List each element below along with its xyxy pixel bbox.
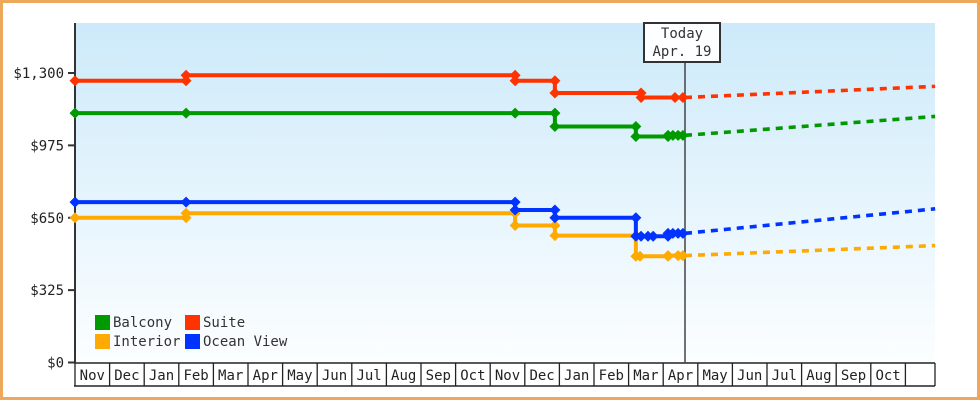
data-point-marker	[635, 230, 647, 242]
month-label: Nov	[495, 368, 520, 384]
forecast-line-ocean-view	[684, 207, 936, 236]
month-label: Oct	[460, 368, 485, 384]
forecast-line-balcony	[684, 114, 936, 138]
data-point-marker	[509, 69, 521, 81]
month-label: Jun	[322, 368, 347, 384]
legend: Balcony Suite Interior Ocean View	[95, 313, 287, 351]
month-label: Jun	[737, 368, 762, 384]
month-label: Dec	[529, 368, 554, 384]
data-point-marker	[662, 250, 674, 262]
today-marker-box: Today Apr. 19	[643, 22, 721, 63]
legend-item-ocean-view: Ocean View	[185, 332, 287, 351]
data-point-marker	[677, 227, 689, 239]
y-tick-label: $1,300	[13, 66, 64, 82]
month-label: Feb	[183, 368, 208, 384]
month-label: Feb	[599, 368, 624, 384]
today-label: Today	[660, 25, 704, 42]
legend-swatch	[95, 334, 110, 349]
data-point-marker	[180, 207, 192, 219]
data-point-marker	[180, 107, 192, 119]
data-point-marker	[549, 87, 561, 99]
data-point-marker	[69, 196, 81, 208]
data-point-marker	[669, 91, 681, 103]
legend-swatch	[185, 334, 200, 349]
data-point-marker	[509, 220, 521, 232]
data-point-marker	[677, 250, 689, 262]
data-point-marker	[677, 129, 689, 141]
data-point-marker	[549, 212, 561, 224]
y-tick-label: $0	[47, 356, 64, 372]
month-label: Apr	[253, 368, 278, 384]
data-point-marker	[509, 75, 521, 87]
legend-label: Suite	[203, 314, 246, 331]
forecast-line-suite	[684, 84, 936, 100]
data-point-marker	[634, 250, 646, 262]
data-point-marker	[509, 196, 521, 208]
legend-item-balcony: Balcony	[95, 313, 185, 332]
data-point-marker	[509, 204, 521, 216]
legend-swatch	[185, 315, 200, 330]
forecast-line-interior	[684, 243, 936, 258]
month-label: Aug	[391, 368, 416, 384]
legend-label: Balcony	[113, 314, 173, 331]
legend-label: Ocean View	[203, 333, 288, 350]
month-label: Jan	[149, 368, 174, 384]
legend-swatch	[95, 315, 110, 330]
data-point-marker	[180, 75, 192, 87]
data-point-marker	[180, 69, 192, 81]
data-point-marker	[647, 230, 659, 242]
data-point-marker	[677, 91, 689, 103]
data-point-marker	[549, 230, 561, 242]
month-label: May	[702, 368, 727, 384]
data-point-marker	[69, 212, 81, 224]
data-point-marker	[549, 204, 561, 216]
y-tick-label: $975	[30, 138, 64, 154]
month-label: Apr	[668, 368, 693, 384]
data-point-marker	[509, 107, 521, 119]
month-label: Mar	[633, 368, 658, 384]
month-label: Dec	[114, 368, 139, 384]
month-label: Nov	[80, 368, 105, 384]
data-point-marker	[630, 130, 642, 142]
month-label: Jul	[772, 368, 797, 384]
month-label: May	[287, 368, 312, 384]
month-label: Jul	[356, 368, 381, 384]
month-label: Mar	[218, 368, 243, 384]
data-point-marker	[549, 107, 561, 119]
data-point-marker	[630, 212, 642, 224]
y-tick-label: $325	[30, 283, 64, 299]
month-label: Sep	[841, 368, 866, 384]
month-label: Sep	[426, 368, 451, 384]
data-point-marker	[549, 75, 561, 87]
data-point-marker	[635, 91, 647, 103]
today-date: Apr. 19	[652, 43, 712, 60]
month-label: Aug	[806, 368, 831, 384]
legend-item-suite: Suite	[185, 313, 287, 332]
y-tick-label: $650	[30, 211, 64, 227]
month-label: Jan	[564, 368, 589, 384]
data-point-marker	[69, 107, 81, 119]
data-point-marker	[180, 196, 192, 208]
chart-canvas: Nov Dec Jan Feb Mar Apr May Jun Jul Aug Sep Oct Nov D…	[13, 23, 936, 387]
legend-item-interior: Interior	[95, 332, 185, 351]
data-point-marker	[630, 120, 642, 132]
legend-label: Interior	[113, 333, 181, 350]
data-point-marker	[549, 120, 561, 132]
data-point-marker	[69, 75, 81, 87]
data-point-marker	[549, 220, 561, 232]
plot-area	[75, 23, 935, 363]
month-label: Oct	[875, 368, 900, 384]
